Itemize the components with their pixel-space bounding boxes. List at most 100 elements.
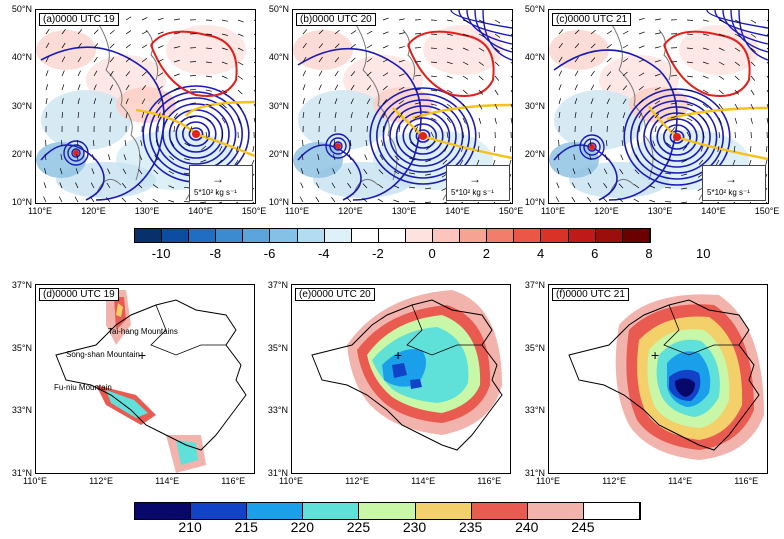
panel-title: (d)0000 UTC 19 [39, 288, 119, 301]
wind-vector [606, 57, 612, 63]
reference-vector-box: → 5*10² kg s⁻¹ [189, 165, 253, 201]
wind-vector [750, 47, 756, 53]
wind-vector [572, 182, 576, 189]
typhoon-center-dot [673, 133, 681, 141]
wind-vector [494, 103, 498, 110]
wind-vector [45, 98, 48, 105]
lon-tick-label: 112°E [89, 476, 114, 486]
lon-tick-label: 114°E [155, 476, 180, 486]
wind-vector [45, 28, 50, 35]
wind-vector [718, 131, 721, 138]
wind-vector [152, 198, 159, 203]
wind-vector [558, 29, 564, 35]
wind-vector [510, 47, 512, 50]
wind-vector [366, 71, 372, 77]
contour-line [40, 46, 165, 201]
province-boundary [568, 299, 760, 451]
wind-vector [462, 33, 469, 37]
wind-vector [618, 197, 624, 203]
top-panel-map [293, 10, 512, 203]
wind-vector [622, 98, 627, 105]
colorbar-label: 225 [346, 519, 371, 535]
wind-vector [409, 157, 416, 161]
wind-vector [733, 201, 736, 203]
wind-vector [106, 182, 111, 189]
colorbar-label: -4 [317, 246, 330, 261]
panel-title: (b)0000 UTC 20 [296, 13, 376, 26]
colorbar-swatch [433, 229, 461, 242]
wind-vector [189, 102, 196, 105]
wind-vector [318, 56, 323, 63]
wind-vector [510, 103, 512, 108]
province-boundary [311, 299, 503, 451]
coastline [608, 19, 725, 201]
wind-vector [766, 47, 768, 50]
wind-vector [750, 89, 755, 96]
wind-vector [91, 168, 95, 175]
wind-vector [43, 182, 47, 189]
wind-vector [590, 43, 596, 49]
wind-vector [462, 117, 466, 124]
reference-arrow-icon: → [469, 172, 481, 186]
wind-vector [205, 89, 212, 92]
wind-vector [558, 70, 563, 77]
lon-tick-label: 120°E [338, 206, 363, 216]
wind-vector [61, 139, 63, 147]
wind-vector [125, 84, 130, 91]
wind-vector [58, 196, 63, 203]
lat-tick-label: 30°N [524, 100, 545, 111]
wind-vector [394, 155, 400, 161]
wind-vector [587, 182, 592, 189]
wind-vector [425, 187, 432, 190]
wind-vector [109, 98, 113, 105]
lon-tick-label: 110°E [285, 206, 309, 216]
wind-vector [236, 145, 239, 152]
wind-vector [718, 117, 722, 124]
songshan-marker: + [138, 347, 146, 363]
wind-vector [173, 100, 180, 105]
wind-vector [509, 159, 512, 166]
wind-vector [92, 154, 95, 161]
contour-line [409, 123, 438, 149]
wind-vector [237, 103, 242, 110]
wind-vector [378, 169, 384, 175]
wind-vector [334, 29, 340, 35]
wind-vector [749, 201, 752, 203]
wind-vector [622, 71, 628, 77]
wind-vector [125, 30, 132, 35]
lat-tick-label: 40°N [524, 52, 545, 63]
wind-vector [173, 125, 175, 133]
colorbar-swatch [324, 229, 352, 242]
shading-area [36, 142, 86, 178]
colorbar-swatch [135, 229, 163, 242]
colorbar-swatch [405, 229, 434, 242]
bottom-panel-map: + [568, 294, 764, 460]
wind-vector [366, 85, 372, 91]
top-panel: (a)0000 UTC 19 → 5*10² kg s⁻¹ [35, 9, 256, 204]
wind-vector [446, 61, 453, 65]
contour-line [587, 142, 597, 152]
wind-vector [183, 201, 191, 203]
reference-vector-box: → 5*10² kg s⁻¹ [446, 165, 510, 201]
lat-tick-label: 50°N [11, 4, 32, 14]
wind-vector [476, 159, 480, 166]
wind-vector [654, 87, 661, 91]
wind-vector [124, 140, 127, 147]
wind-vector [318, 84, 322, 91]
wind-vector [155, 140, 159, 147]
wind-vector [92, 140, 95, 147]
lon-tick-label: 110°E [279, 476, 303, 486]
wind-vector [44, 168, 47, 175]
wind-vector [141, 98, 146, 105]
wind-vector [414, 47, 422, 49]
wind-vector [414, 115, 421, 119]
wind-vector [141, 30, 148, 35]
wind-vector [766, 103, 768, 108]
wind-vector [606, 30, 613, 35]
wind-vector [477, 201, 480, 203]
wind-vector [237, 61, 244, 66]
lat-tick-label: 30°N [11, 100, 32, 111]
wind-vector [493, 145, 496, 152]
colorbar-label: 4 [536, 246, 545, 261]
top-panel: (c)0000 UTC 21 → 5*10² kg s⁻¹ [548, 9, 769, 204]
